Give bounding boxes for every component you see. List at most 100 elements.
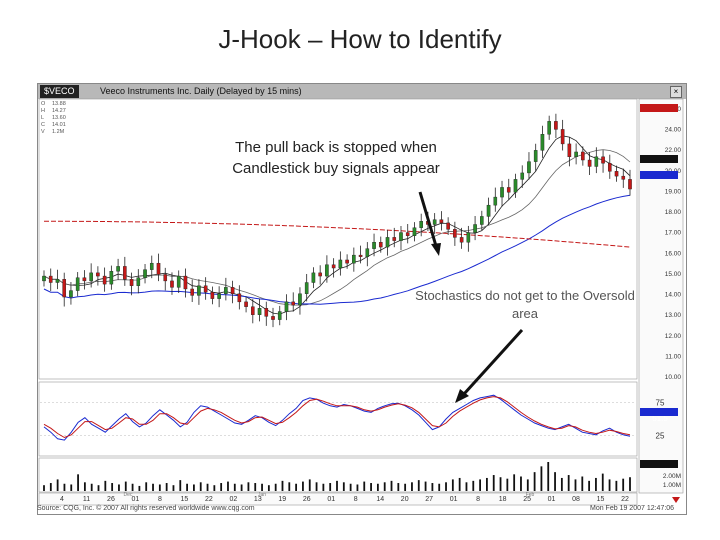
volume-bar bbox=[158, 484, 161, 491]
chart-title-bar: $VECO Veeco Instruments Inc. Daily (Dela… bbox=[38, 84, 686, 99]
volume-bar bbox=[424, 481, 427, 491]
candle-body bbox=[500, 187, 504, 198]
candle-body bbox=[338, 259, 343, 269]
volume-bar bbox=[63, 483, 66, 491]
stochastics-panel bbox=[38, 381, 638, 457]
candle-body bbox=[607, 163, 612, 172]
candle-body bbox=[264, 308, 269, 317]
volume-bar bbox=[233, 483, 236, 491]
ohlc-value: 13.88 bbox=[52, 101, 66, 107]
volume-bar bbox=[560, 477, 563, 491]
volume-bar bbox=[411, 482, 413, 491]
candle-body bbox=[365, 248, 370, 257]
candle-body bbox=[547, 121, 551, 135]
volume-bar bbox=[206, 483, 209, 491]
volume-bar bbox=[138, 485, 141, 491]
price-tick-label: 17.00 bbox=[665, 230, 682, 237]
volume-bar bbox=[179, 480, 182, 491]
candle-body bbox=[291, 301, 296, 306]
volume-bar bbox=[438, 483, 441, 491]
x-tick-label: 01 bbox=[132, 496, 140, 503]
volume-bar bbox=[445, 482, 447, 491]
volume-bar bbox=[267, 485, 270, 491]
candle-body bbox=[554, 121, 558, 130]
stochastics-annotation: Stochastics do not get to the Oversold a… bbox=[415, 288, 635, 321]
volume-bar bbox=[431, 483, 434, 491]
candle-body bbox=[143, 269, 147, 278]
candle-body bbox=[224, 287, 228, 294]
candle-body bbox=[82, 277, 87, 282]
candle-body bbox=[392, 237, 397, 241]
candle-body bbox=[567, 143, 572, 158]
candle-body bbox=[136, 277, 141, 286]
price-tick-label: 24.00 bbox=[665, 127, 682, 134]
scroll-arrow-icon[interactable] bbox=[672, 497, 680, 503]
ohlc-value: 14.01 bbox=[52, 122, 66, 128]
volume-bar bbox=[77, 474, 79, 491]
ohlc-value: 14.27 bbox=[52, 108, 66, 114]
y-axis-scale bbox=[638, 98, 684, 494]
close-icon[interactable]: × bbox=[670, 86, 682, 98]
volume-bar bbox=[588, 480, 591, 491]
price-tick-label: 10.00 bbox=[665, 374, 682, 381]
candle-body bbox=[446, 222, 450, 230]
candle-body bbox=[183, 275, 188, 290]
volume-bar bbox=[465, 482, 468, 491]
month-label: Feb bbox=[526, 492, 535, 498]
x-tick-label: 01 bbox=[327, 496, 335, 503]
x-tick-label: 14 bbox=[376, 496, 384, 503]
ohlc-value: 1.2M bbox=[52, 129, 65, 135]
volume-bar bbox=[165, 483, 168, 491]
ma-200-line bbox=[44, 220, 631, 248]
volume-bar bbox=[70, 484, 73, 491]
ohlc-label: O bbox=[41, 101, 46, 107]
volume-bar bbox=[547, 462, 550, 491]
candle-body bbox=[331, 264, 336, 269]
volume-bar bbox=[329, 483, 332, 491]
x-tick-label: 8 bbox=[476, 496, 480, 503]
price-panel bbox=[38, 98, 638, 380]
volume-bar bbox=[390, 480, 393, 491]
volume-bar bbox=[533, 472, 536, 491]
x-axis-scale bbox=[38, 492, 638, 506]
price-tick-label: 22.00 bbox=[665, 147, 682, 154]
candle-body bbox=[271, 316, 275, 320]
volume-bar bbox=[417, 480, 420, 491]
x-tick-label: 22 bbox=[205, 496, 213, 503]
stoch-tick-label: 25 bbox=[656, 432, 665, 441]
volume-bar bbox=[574, 479, 577, 491]
volume-bar bbox=[595, 477, 597, 491]
candle-body bbox=[527, 161, 531, 174]
candle-body bbox=[318, 272, 322, 277]
volume-bar bbox=[49, 483, 52, 491]
ohlc-value: 13.60 bbox=[52, 115, 66, 121]
volume-bar bbox=[308, 479, 311, 491]
arrow-to-stochastics bbox=[455, 328, 524, 403]
candle-body bbox=[304, 282, 309, 294]
candle-body bbox=[176, 275, 181, 288]
volume-bar bbox=[118, 484, 120, 491]
price-tick-label: 11.00 bbox=[665, 353, 681, 360]
candle-body bbox=[149, 262, 154, 270]
volume-bar bbox=[172, 485, 175, 491]
candle-body bbox=[581, 151, 585, 161]
ohlc-label: L bbox=[41, 115, 44, 121]
candle-body bbox=[486, 204, 491, 217]
month-label: Dec bbox=[124, 492, 133, 498]
volume-bar bbox=[295, 483, 298, 491]
candle-body bbox=[230, 287, 235, 294]
candle-body bbox=[102, 275, 107, 285]
candle-body bbox=[311, 272, 316, 283]
candle-body bbox=[129, 279, 134, 286]
volume-bar bbox=[520, 476, 522, 491]
candle-body bbox=[372, 242, 376, 249]
stoch-d-line bbox=[43, 396, 631, 439]
volume-bar bbox=[492, 475, 495, 491]
volume-bar bbox=[124, 481, 127, 491]
x-tick-label: 20 bbox=[401, 496, 409, 503]
volume-bar bbox=[199, 482, 202, 491]
volume-bar bbox=[227, 481, 229, 491]
candle-body bbox=[459, 237, 464, 243]
volume-bar bbox=[145, 482, 148, 491]
